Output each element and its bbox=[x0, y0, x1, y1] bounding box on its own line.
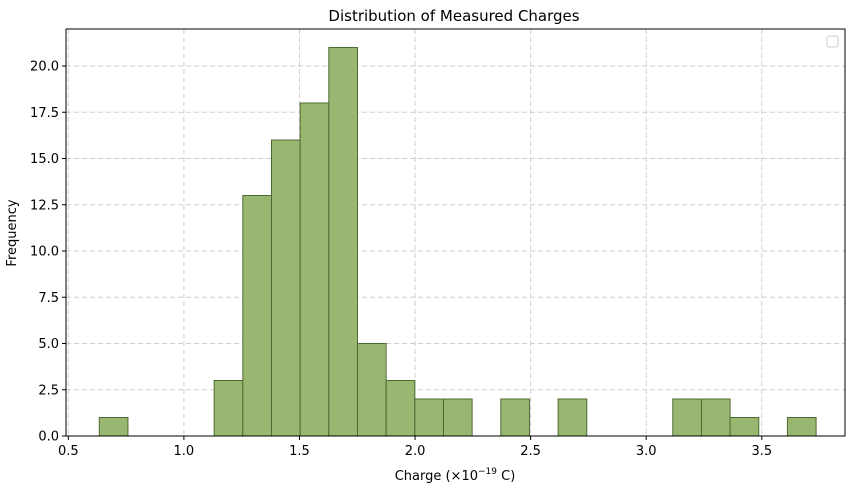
y-tick-label: 2.5 bbox=[38, 383, 59, 398]
y-tick-label: 7.5 bbox=[38, 291, 59, 306]
histogram-bars bbox=[98, 47, 817, 437]
histogram-bar bbox=[500, 398, 530, 437]
histogram-bar bbox=[786, 417, 817, 437]
x-tick-label: 2.5 bbox=[520, 444, 541, 459]
histogram-bar bbox=[672, 398, 702, 437]
x-axis-ticks: 0.5 1.0 1.5 2.0 2.5 3.0 3.5 bbox=[58, 436, 772, 459]
y-tick-label: 17.5 bbox=[30, 106, 59, 121]
histogram-bar bbox=[213, 380, 244, 437]
histogram-bar bbox=[385, 380, 416, 437]
y-axis-label: Frequency bbox=[5, 199, 20, 266]
x-tick-label: 2.0 bbox=[405, 444, 426, 459]
x-tick-label: 1.0 bbox=[174, 444, 195, 459]
y-tick-label: 10.0 bbox=[30, 245, 59, 260]
histogram-bar bbox=[700, 398, 731, 437]
x-tick-label: 3.0 bbox=[636, 444, 657, 459]
y-tick-label: 5.0 bbox=[38, 337, 59, 352]
x-axis-label: Charge (×10−19 C) bbox=[395, 467, 516, 484]
legend-box bbox=[826, 35, 839, 48]
x-tick-label: 0.5 bbox=[58, 444, 79, 459]
histogram-bar bbox=[557, 398, 588, 437]
histogram-bar bbox=[328, 47, 358, 437]
histogram-bar bbox=[270, 139, 301, 437]
histogram-bar bbox=[356, 343, 387, 437]
histogram-bar bbox=[242, 195, 272, 437]
chart-title: Distribution of Measured Charges bbox=[328, 7, 579, 25]
y-tick-label: 20.0 bbox=[30, 60, 59, 75]
y-tick-label: 15.0 bbox=[30, 152, 59, 167]
y-tick-label: 0.0 bbox=[38, 430, 59, 445]
x-tick-label: 3.5 bbox=[751, 444, 772, 459]
y-tick-label: 12.5 bbox=[30, 198, 59, 213]
x-tick-label: 1.5 bbox=[289, 444, 310, 459]
histogram-bar bbox=[442, 398, 473, 437]
plot-area-frame bbox=[65, 28, 846, 437]
histogram-bar bbox=[729, 417, 760, 437]
histogram-bar bbox=[299, 102, 330, 437]
histogram-bar bbox=[98, 417, 129, 437]
y-axis-ticks: 0.0 2.5 5.0 7.5 10.0 12.5 15.0 17.5 20.0 bbox=[30, 60, 66, 445]
histogram-bar bbox=[414, 398, 444, 437]
grid-lines bbox=[66, 29, 845, 437]
